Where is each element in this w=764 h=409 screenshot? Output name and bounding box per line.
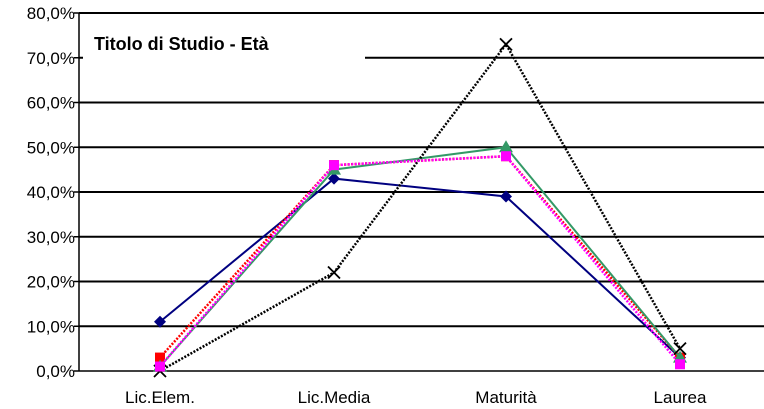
title-background [83, 27, 365, 62]
data-point [499, 37, 513, 51]
x-tick-label: Lic.Media [298, 388, 371, 407]
data-point [327, 265, 341, 280]
y-tick-label: 40,0% [27, 183, 75, 202]
data-point [675, 359, 685, 370]
series-line [159, 154, 681, 359]
series-line [159, 42, 682, 373]
data-point [499, 140, 513, 153]
data-point [328, 172, 340, 185]
y-tick-label: 70,0% [27, 49, 75, 68]
data-point [155, 361, 165, 372]
x-tick-label: Laurea [654, 388, 707, 407]
gridlines [74, 12, 764, 372]
series-line [159, 146, 681, 368]
chart-title: Titolo di Studio - Età [94, 34, 270, 54]
series-4 [153, 37, 687, 378]
series-line [159, 154, 681, 368]
y-tick-label: 80,0% [27, 4, 75, 23]
data-point [155, 352, 165, 363]
chart-title-box: Titolo di Studio - Età [83, 27, 365, 62]
data-point [154, 315, 166, 328]
y-tick-label: 10,0% [27, 317, 75, 336]
series-2 [155, 151, 685, 363]
y-tick-label: 20,0% [27, 273, 75, 292]
series-5 [155, 151, 685, 372]
data-point [329, 160, 339, 171]
y-axis-labels: 0,0% 10,0% 20,0% 30,0% 40,0% 50,0% 60,0% 70,0% 8… [27, 4, 75, 381]
y-tick-label: 30,0% [27, 228, 75, 247]
series-group [153, 37, 687, 378]
y-tick-label: 50,0% [27, 138, 75, 157]
series-line [159, 177, 681, 359]
y-tick-label: 0,0% [36, 362, 75, 381]
data-point [500, 190, 512, 203]
x-tick-label: Maturità [475, 388, 537, 407]
y-tick-label: 60,0% [27, 94, 75, 113]
series-3 [153, 140, 687, 372]
data-point [673, 341, 687, 356]
data-point [501, 151, 511, 162]
x-tick-label: Lic.Elem. [125, 388, 195, 407]
x-axis-labels: Lic.Elem. Lic.Media Maturità Laurea [125, 388, 707, 407]
